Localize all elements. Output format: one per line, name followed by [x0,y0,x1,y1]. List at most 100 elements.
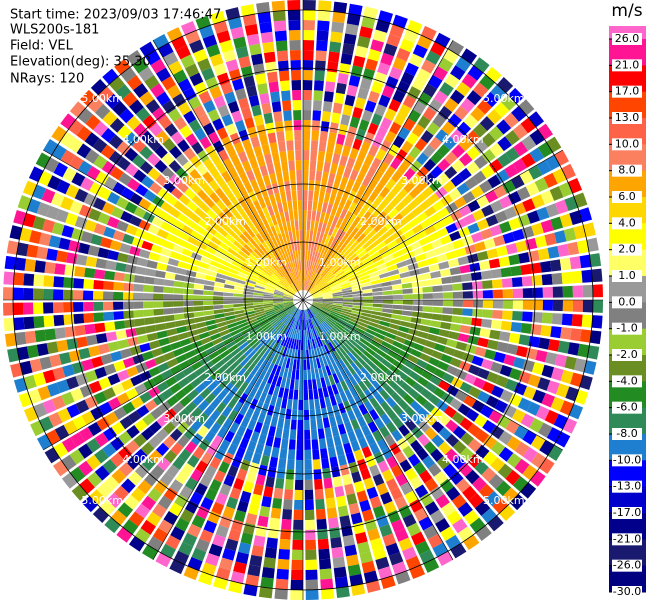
range-gate [313,274,320,284]
range-gate [462,291,473,299]
range-gate [369,537,384,551]
range-gate [361,16,376,29]
range-gate [520,322,532,334]
range-gate [268,315,278,322]
range-gate [177,434,190,448]
range-gate [317,538,330,550]
range-gate [161,369,174,380]
range-gate [153,480,168,495]
range-gate [227,465,239,478]
range-gate [239,404,249,416]
range-gate [371,283,382,289]
range-gate [384,384,395,396]
range-gate [213,470,226,483]
range-gate [111,469,127,484]
range-gate [27,198,41,214]
range-gate [437,207,450,219]
range-gate [251,545,264,557]
range-gate [363,331,375,340]
range-gate [184,318,196,325]
range-gate [423,83,438,98]
range-gate [179,395,192,408]
range-gate [286,305,296,313]
range-gate [305,589,319,600]
range-gate [69,449,85,465]
range-gate [432,285,443,292]
range-gate [300,319,302,330]
colorbar-tick-label: 0.0 [618,295,636,308]
range-gate [294,479,303,490]
range-gate [307,210,312,221]
range-gate [308,283,316,293]
range-gate [409,322,421,330]
range-gate [495,480,512,497]
range-gate [119,416,134,430]
range-gate [269,395,278,407]
range-gate [315,326,322,337]
range-gate [285,190,292,202]
range-gate [170,442,184,456]
range-gate [417,420,431,433]
range-gate [391,229,404,240]
range-gate [272,497,283,509]
range-gate [139,342,151,353]
range-gate [317,528,329,540]
range-gate [338,197,347,209]
colorbar-tick-bg [612,217,642,230]
range-gate [298,220,303,231]
range-gate [230,154,241,167]
range-gate [440,321,452,330]
range-gate [459,325,471,334]
range-gate [449,230,462,242]
range-gate [438,105,453,120]
range-gate [391,284,403,290]
range-gate [153,315,165,324]
range-gate [315,408,322,420]
range-gate [310,419,317,430]
range-gate [116,141,131,156]
range-gate [312,459,321,470]
range-gate [288,273,294,283]
range-gate [546,427,562,443]
range-gate [218,211,229,223]
range-gate [236,275,247,282]
range-gate [342,300,353,303]
range-gate [328,329,337,339]
range-gate [545,351,558,365]
range-gate [249,238,259,248]
colorbar-tick-label: 4.0 [618,216,636,229]
range-gate [371,310,383,316]
range-gate [461,316,473,326]
range-gate [293,281,299,292]
range-gate [368,144,379,157]
range-gate [222,49,237,63]
range-gate [312,302,323,307]
colorbar-tick-bg [612,322,642,335]
range-gate [263,360,272,372]
range-gate [228,268,239,275]
range-gate [552,286,563,298]
range-gate [303,100,312,111]
range-label: 2.00km [360,371,402,384]
range-gate [283,326,290,336]
range-gate [270,317,280,326]
range-gate [383,152,395,165]
range-gate [386,33,401,48]
range-gate [325,365,332,376]
range-gate [341,412,350,424]
range-gate [312,301,323,304]
range-gate [236,425,247,438]
range-gate [449,398,463,411]
range-gate [269,329,278,339]
range-gate [362,306,373,311]
range-gate [458,167,472,181]
range-gate [252,235,262,246]
range-gate [449,89,465,105]
range-gate [61,472,78,489]
range-gate [201,562,217,576]
range-gate [430,509,445,524]
range-gate [303,389,309,400]
range-gate [442,372,455,384]
range-gate [321,287,331,293]
range-gate [204,430,216,443]
